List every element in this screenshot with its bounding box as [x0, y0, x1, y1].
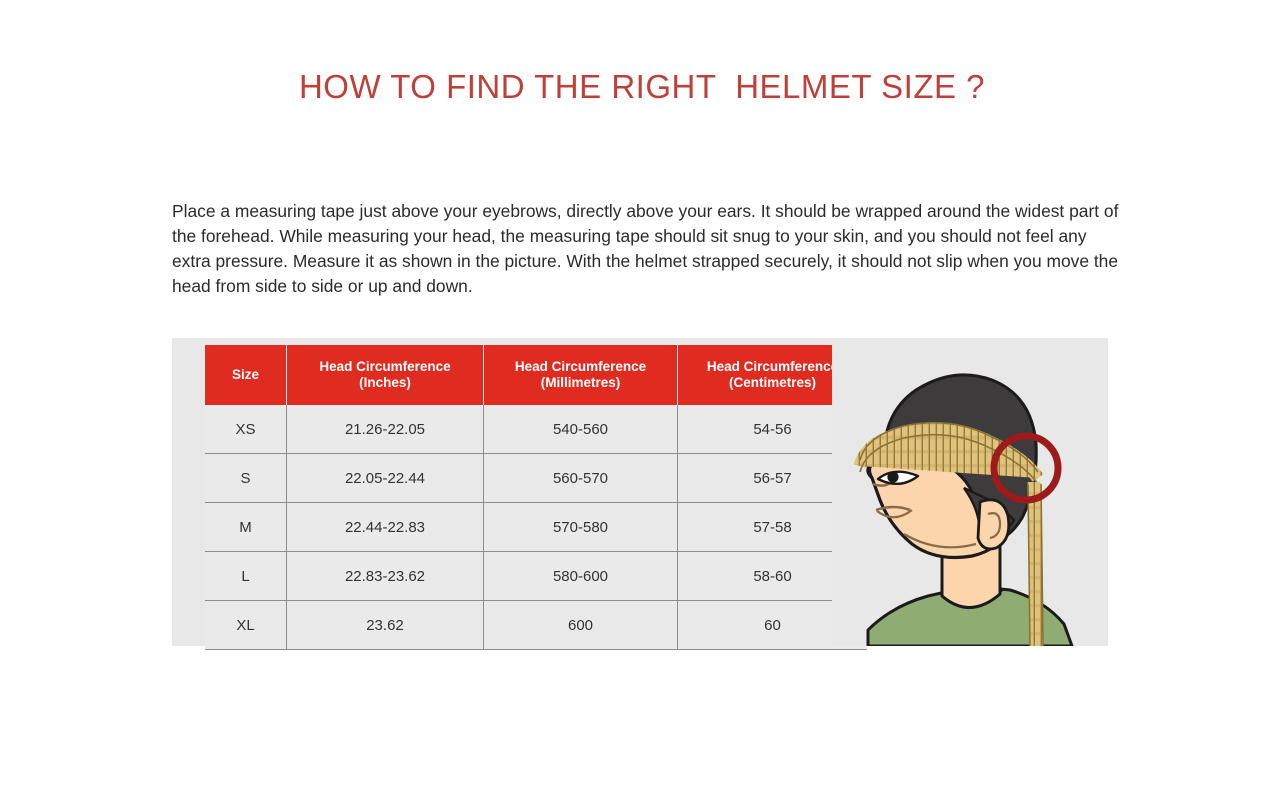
head-profile-icon — [832, 338, 1108, 646]
cell-inches: 21.26-22.05 — [286, 405, 484, 454]
table-row: XL 23.62 600 60 — [205, 600, 867, 650]
tape-tail-edge-left — [1027, 483, 1031, 646]
eye-pupil — [887, 471, 899, 483]
column-header-centimetres-line2: (Centimetres) — [728, 375, 817, 390]
size-chart-panel: Size Head Circumference (Inches) Head Ci… — [172, 338, 1108, 650]
cell-inches: 22.44-22.83 — [286, 502, 484, 552]
cell-size: XL — [205, 600, 287, 650]
table-body: XS 21.26-22.05 540-560 54-56 S 22.05-22.… — [205, 405, 867, 650]
ear-shape — [976, 498, 1011, 551]
cell-mm: 540-560 — [483, 405, 678, 454]
tape-edge-top — [859, 421, 1039, 473]
cell-mm: 570-580 — [483, 502, 678, 552]
measuring-tape-band — [853, 422, 1044, 482]
table-row: XS 21.26-22.05 540-560 54-56 — [205, 405, 867, 454]
head-measurement-illustration — [832, 338, 1108, 646]
table-header-row: Size Head Circumference (Inches) Head Ci… — [205, 345, 867, 405]
cell-mm: 560-570 — [483, 453, 678, 503]
cell-size: XS — [205, 405, 287, 454]
column-header-centimetres-line1: Head Circumference — [706, 359, 839, 374]
instructions-paragraph: Place a measuring tape just above your e… — [172, 201, 1119, 297]
cell-size: M — [205, 502, 287, 552]
table-row: M 22.44-22.83 570-580 57-58 — [205, 502, 867, 552]
column-header-inches-line1: Head Circumference — [319, 359, 451, 374]
cell-inches: 22.05-22.44 — [286, 453, 484, 503]
cell-mm: 600 — [483, 600, 678, 650]
jaw-line — [903, 533, 977, 549]
tape-edge-bottom — [859, 433, 1039, 485]
cell-size: S — [205, 453, 287, 503]
column-header-millimetres: Head Circumference (Millimetres) — [483, 345, 678, 405]
column-header-millimetres-line1: Head Circumference — [514, 359, 647, 374]
column-header-inches-line2: (Inches) — [359, 375, 411, 390]
lower-lip — [876, 509, 913, 519]
cell-mm: 580-600 — [483, 551, 678, 601]
table-header: Size Head Circumference (Inches) Head Ci… — [205, 345, 867, 405]
column-header-size: Size — [205, 345, 287, 405]
cell-inches: 22.83-23.62 — [286, 551, 484, 601]
cell-inches: 23.62 — [286, 600, 484, 650]
upper-lip — [875, 505, 911, 512]
table-row: L 22.83-23.62 580-600 58-60 — [205, 551, 867, 601]
helmet-size-table: Size Head Circumference (Inches) Head Ci… — [205, 345, 867, 650]
measurement-highlight-circle — [990, 432, 1062, 504]
cell-size: L — [205, 551, 287, 601]
column-header-millimetres-line2: (Millimetres) — [540, 375, 621, 390]
measuring-tape-tail — [1027, 481, 1043, 646]
column-header-inches: Head Circumference (Inches) — [286, 345, 484, 405]
column-header-size-line1: Size — [231, 367, 259, 382]
page-title: HOW TO FIND THE RIGHT HELMET SIZE ? — [298, 68, 986, 105]
ear-inner-line — [987, 512, 1002, 540]
table-row: S 22.05-22.44 560-570 56-57 — [205, 453, 867, 503]
tape-tail-edge-right — [1040, 483, 1044, 646]
